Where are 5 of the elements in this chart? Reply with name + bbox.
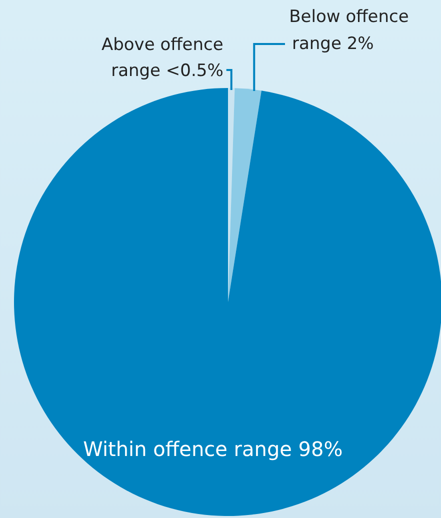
slice-label: Below offence range 2% [289,7,409,54]
slice-label: Above offence range <0.5% [101,35,224,81]
pie-slice [228,88,262,302]
pie-slice [14,88,441,516]
slice-label: Within offence range 98% [83,437,343,461]
